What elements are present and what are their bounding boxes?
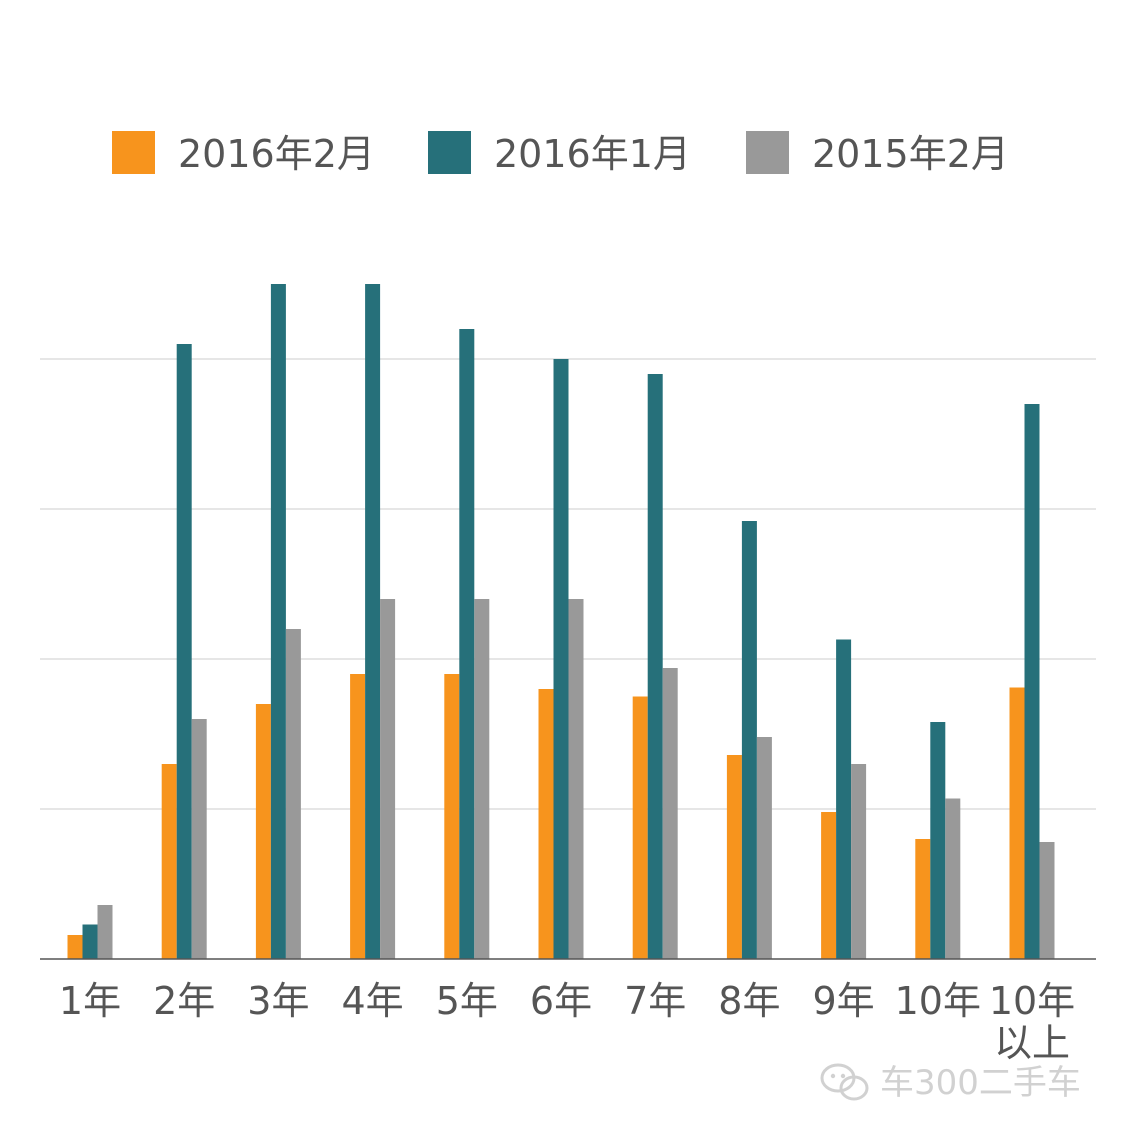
legend-item: 2015年2月 <box>746 131 1009 176</box>
legend-label: 2016年1月 <box>494 132 691 176</box>
bar <box>444 674 460 959</box>
legend-item: 2016年2月 <box>112 131 375 176</box>
bar <box>176 344 192 959</box>
bar <box>459 329 475 959</box>
bar <box>82 924 98 959</box>
legend-item: 2016年1月 <box>428 131 691 176</box>
legend-label: 2015年2月 <box>812 132 1009 176</box>
bar <box>756 737 772 959</box>
bar <box>632 696 648 959</box>
bar <box>270 284 286 959</box>
bar-group <box>538 359 584 959</box>
bar <box>350 674 366 959</box>
bar <box>821 812 837 959</box>
bar-group <box>444 329 490 959</box>
x-tick-label: 7年 <box>624 979 686 1023</box>
x-tick-label: 9年 <box>813 979 875 1023</box>
legend-swatch <box>746 131 789 174</box>
bar <box>1039 842 1055 959</box>
x-tick-label: 1年 <box>59 979 121 1023</box>
bar-group <box>821 639 867 959</box>
bar <box>1009 687 1025 959</box>
x-tick-label: 6年 <box>530 979 592 1023</box>
legend-label: 2016年2月 <box>178 132 375 176</box>
bar <box>930 722 946 959</box>
x-tick-label: 以上 <box>994 1021 1070 1065</box>
watermark: 车300二手车 <box>820 1063 1081 1103</box>
bar-group <box>915 722 961 959</box>
bar-group <box>350 284 396 959</box>
bar <box>474 599 490 959</box>
bar-group <box>1009 404 1055 959</box>
bar <box>647 374 663 959</box>
wechat-icon <box>820 1063 869 1101</box>
x-tick-label: 10年 <box>895 979 981 1023</box>
bar-group <box>161 344 207 959</box>
bar <box>380 599 396 959</box>
watermark-text: 车300二手车 <box>880 1063 1081 1103</box>
bar <box>662 668 678 959</box>
legend-swatch <box>428 131 471 174</box>
bar-group <box>726 521 772 959</box>
bar <box>568 599 584 959</box>
bar-group <box>632 374 678 959</box>
bar-group <box>255 284 301 959</box>
bar <box>161 764 177 959</box>
legend-swatch <box>112 131 155 174</box>
bar <box>365 284 381 959</box>
bars <box>67 284 1055 959</box>
x-tick-label: 8年 <box>718 979 780 1023</box>
bar <box>851 764 867 959</box>
x-tick-label: 4年 <box>342 979 404 1023</box>
legend: 2016年2月 2016年1月 2015年2月 <box>112 131 1009 176</box>
bar-group <box>67 905 113 959</box>
bar <box>255 704 271 959</box>
bar <box>285 629 301 959</box>
x-tick-label: 3年 <box>247 979 309 1023</box>
bar <box>553 359 569 959</box>
bar <box>538 689 554 959</box>
bar <box>945 798 961 959</box>
bar <box>97 905 113 959</box>
bar <box>836 639 852 959</box>
bar <box>726 755 742 959</box>
bar <box>191 719 207 959</box>
x-tick-label: 10年 <box>989 979 1075 1023</box>
x-tick-label: 2年 <box>153 979 215 1023</box>
bar <box>741 521 757 959</box>
bar <box>67 935 83 959</box>
bar <box>1024 404 1040 959</box>
bar <box>915 839 931 959</box>
x-tick-label: 5年 <box>436 979 498 1023</box>
